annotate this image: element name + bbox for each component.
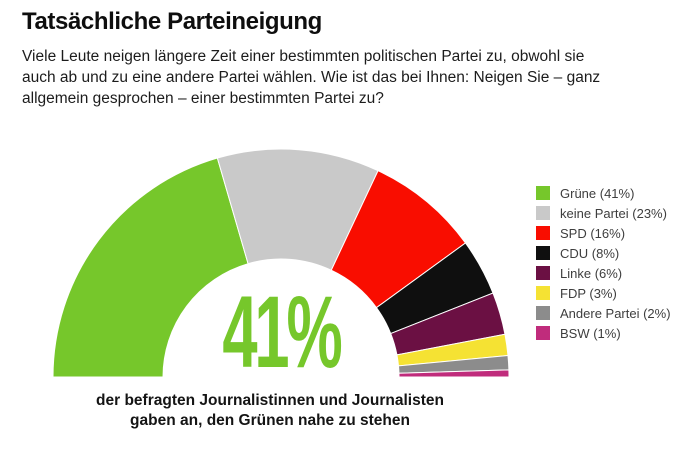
legend-item-label: Andere Partei (2%) — [560, 305, 671, 321]
legend-item-andere-partei: Andere Partei (2%) — [536, 305, 671, 321]
legend-item-cdu: CDU (8%) — [536, 245, 671, 261]
legend-color-swatch — [536, 246, 550, 260]
legend-color-swatch — [536, 186, 550, 200]
caption-line-1: der befragten Journalistinnen und Journa… — [96, 392, 444, 409]
chart-slice-bsw — [398, 369, 510, 378]
chart-slice-grune — [52, 157, 249, 378]
half-donut-chart — [52, 148, 510, 378]
legend-item-label: Linke (6%) — [560, 265, 623, 281]
legend-color-swatch — [536, 286, 550, 300]
legend-item-label: SPD (16%) — [560, 225, 626, 241]
legend-item-bsw: BSW (1%) — [536, 325, 671, 341]
legend-item-label: keine Partei (23%) — [560, 205, 667, 221]
legend-item-label: CDU (8%) — [560, 245, 620, 261]
chart-caption: der befragten Journalistinnen und Journa… — [16, 391, 524, 431]
legend-color-swatch — [536, 266, 550, 280]
legend-item-grune: Grüne (41%) — [536, 185, 671, 201]
legend: Grüne (41%) keine Partei (23%) SPD (16%) CD… — [536, 186, 671, 346]
legend-item-spd: SPD (16%) — [536, 225, 671, 241]
legend-item-label: BSW (1%) — [560, 325, 621, 341]
center-value-label: 41% — [222, 275, 342, 389]
legend-color-swatch — [536, 326, 550, 340]
legend-color-swatch — [536, 306, 550, 320]
legend-color-swatch — [536, 226, 550, 240]
legend-item-linke: Linke (6%) — [536, 265, 671, 281]
legend-item-fdp: FDP (3%) — [536, 285, 671, 301]
page-title: Tatsächliche Parteineigung — [22, 8, 322, 35]
legend-item-keine-partei: keine Partei (23%) — [536, 205, 671, 221]
legend-item-label: FDP (3%) — [560, 285, 617, 301]
legend-color-swatch — [536, 206, 550, 220]
caption-line-2: gaben an, den Grünen nahe zu stehen — [130, 412, 410, 429]
survey-question: Viele Leute neigen längere Zeit einer be… — [22, 48, 601, 107]
legend-item-label: Grüne (41%) — [560, 185, 635, 201]
